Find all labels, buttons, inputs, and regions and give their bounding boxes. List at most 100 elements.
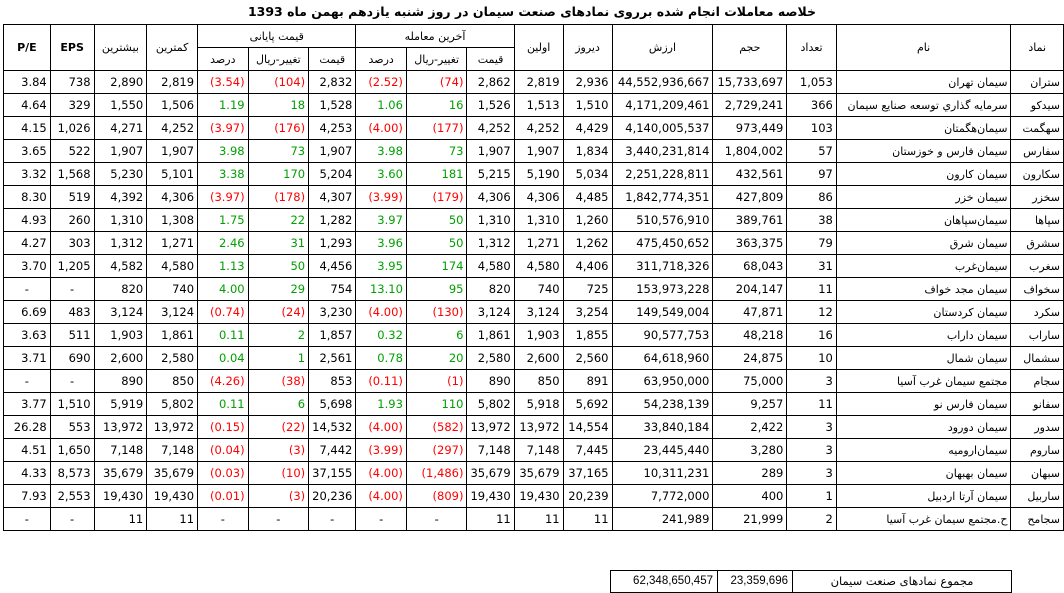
cell-name: سیمان کردستان	[835, 300, 1012, 324]
cell-count: 3	[786, 461, 837, 485]
cell-name: سرمایه گذاري توسعه صنایع سیمان	[835, 93, 1012, 117]
cell-last-percent: (4.00)	[355, 461, 407, 485]
cell-yesterday: 14,554	[562, 415, 613, 439]
header-count: تعداد	[786, 24, 837, 71]
cell-last-price: 4,252	[466, 116, 515, 140]
cell-last-change: (177)	[405, 116, 468, 140]
cell-value: 1,842,774,351	[611, 185, 714, 209]
cell-value: 475,450,652	[611, 231, 714, 255]
cell-max: 1,550	[93, 93, 148, 117]
cell-max: 4,392	[93, 185, 148, 209]
cell-value: 54,238,139	[611, 392, 714, 416]
cell-symbol: سهگمت	[1010, 116, 1064, 140]
cell-yesterday: 3,254	[562, 300, 613, 324]
cell-symbol: سپاها	[1010, 208, 1064, 232]
cell-symbol: سدور	[1010, 415, 1064, 439]
table-row: ساربیل سیمان آرتا اردبیل 1 400 7,772,000 20,2…	[3, 484, 1064, 508]
cell-last-price: 13,972	[466, 415, 515, 439]
cell-close-price: 1,528	[308, 93, 357, 117]
cell-close-price: 5,204	[308, 162, 357, 186]
cell-value: 4,171,209,461	[611, 93, 714, 117]
cell-volume: 1,804,002	[712, 139, 788, 163]
cell-min: 13,972	[146, 415, 199, 439]
cell-eps: 1,026	[49, 116, 95, 140]
cell-last-percent: 3.96	[355, 231, 407, 255]
cell-last-change: 50	[405, 231, 468, 255]
cell-value: 63,950,000	[611, 369, 714, 393]
cell-count: 3	[786, 438, 837, 462]
cell-volume: 432,561	[712, 162, 788, 186]
cell-symbol: سبهان	[1010, 461, 1064, 485]
cell-max: 820	[93, 277, 148, 301]
cell-first: 1,513	[513, 93, 564, 117]
cell-name: سیمان شمال	[835, 346, 1012, 370]
cell-count: 103	[786, 116, 837, 140]
cell-symbol: سفانو	[1010, 392, 1064, 416]
cell-yesterday: 7,445	[562, 438, 613, 462]
cell-close-percent: (4.26)	[197, 369, 249, 393]
cell-count: 57	[786, 139, 837, 163]
cell-count: 1,053	[786, 70, 837, 94]
cell-close-percent: -	[197, 507, 249, 531]
cell-last-price: 1,907	[466, 139, 515, 163]
cell-close-change: 73	[247, 139, 310, 163]
cell-yesterday: 5,034	[562, 162, 613, 186]
cell-first: 1,310	[513, 208, 564, 232]
cell-min: 7,148	[146, 438, 199, 462]
cell-eps: 483	[49, 300, 95, 324]
cell-yesterday: 725	[562, 277, 613, 301]
table-row: سخزر سیمان خزر 86 427,809 1,842,774,351 4,485…	[3, 185, 1064, 209]
cell-last-price: 1,310	[466, 208, 515, 232]
cell-last-price: 7,148	[466, 438, 515, 462]
cell-last-percent: 0.78	[355, 346, 407, 370]
cell-pe: 4.51	[3, 438, 51, 462]
cell-volume: 68,043	[712, 254, 788, 278]
cell-yesterday: 1,834	[562, 139, 613, 163]
cell-last-percent: (3.99)	[355, 438, 407, 462]
cell-close-price: 1,907	[308, 139, 357, 163]
cell-name: سیمان داراب	[835, 323, 1012, 347]
cell-close-percent: (3.54)	[197, 70, 249, 94]
cell-yesterday: 5,692	[562, 392, 613, 416]
table-row: ساروم سیمان‌ارومیه 3 3,280 23,445,440 7,445 7,…	[3, 438, 1064, 462]
cell-close-change: -	[247, 507, 310, 531]
cell-volume: 2,422	[712, 415, 788, 439]
cell-value: 241,989	[611, 507, 714, 531]
cell-close-price: 4,253	[308, 116, 357, 140]
cell-close-change: 50	[247, 254, 310, 278]
cell-max: 5,230	[93, 162, 148, 186]
cell-name: سیمان‌هگمتان	[835, 116, 1012, 140]
cell-close-change: (10)	[247, 461, 310, 485]
cell-name: سیمان بهبهان	[835, 461, 1012, 485]
cell-close-price: 5,698	[308, 392, 357, 416]
summary-volume: 23,359,696	[718, 571, 793, 592]
cell-first: 4,252	[513, 116, 564, 140]
cell-close-percent: 1.13	[197, 254, 249, 278]
header-symbol: نماد	[1010, 24, 1064, 71]
cell-min: 1,861	[146, 323, 199, 347]
cell-close-price: 853	[308, 369, 357, 393]
cell-last-price: 3,124	[466, 300, 515, 324]
cell-last-percent: (4.00)	[355, 300, 407, 324]
cell-min: 1,271	[146, 231, 199, 255]
cell-value: 510,576,910	[611, 208, 714, 232]
table-row: سجامح ح.مجتمع سیمان غرب آسیا 2 21,999 241,98…	[3, 507, 1064, 531]
cell-name: سیمان تهران	[835, 70, 1012, 94]
cell-last-change: 16	[405, 93, 468, 117]
cell-last-price: 1,312	[466, 231, 515, 255]
cell-pe: 4.27	[3, 231, 51, 255]
cell-first: 35,679	[513, 461, 564, 485]
cell-close-percent: 0.04	[197, 346, 249, 370]
cell-yesterday: 2,936	[562, 70, 613, 94]
cell-volume: 2,729,241	[712, 93, 788, 117]
cell-name: مجتمع سیمان غرب آسیا	[835, 369, 1012, 393]
cell-close-price: 1,282	[308, 208, 357, 232]
cell-volume: 3,280	[712, 438, 788, 462]
cell-min: 2,580	[146, 346, 199, 370]
cell-pe: 3.32	[3, 162, 51, 186]
cell-name: ح.مجتمع سیمان غرب آسیا	[835, 507, 1012, 531]
table-row: سفارس سیمان فارس و خوزستان 57 1,804,002 3,44…	[3, 139, 1064, 163]
cell-symbol: سکرد	[1010, 300, 1064, 324]
cell-eps: -	[49, 277, 95, 301]
cell-max: 890	[93, 369, 148, 393]
